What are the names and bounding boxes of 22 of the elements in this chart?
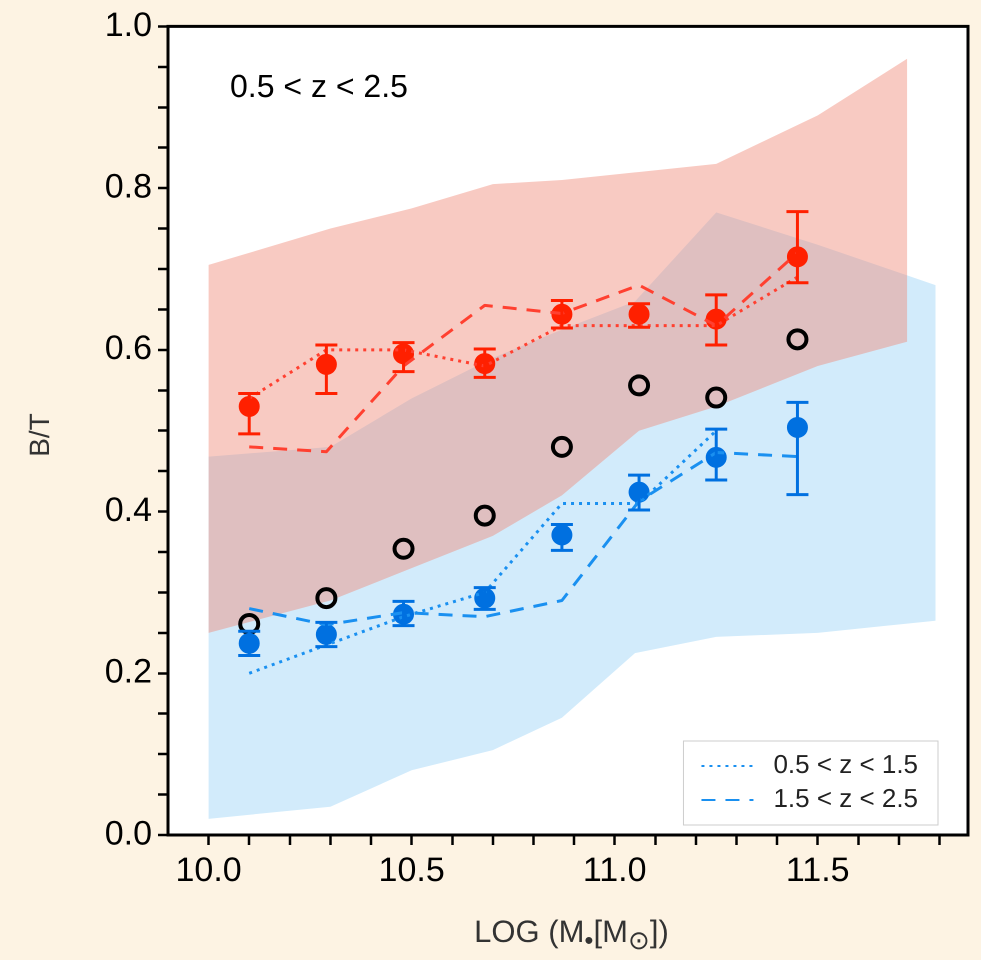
x-tick-label: 11.0 [582,850,647,889]
y-tick-label: 0.6 [104,329,152,368]
y-axis-title: B/T [24,413,56,457]
point [474,504,496,527]
legend-label: 1.5 < z < 2.5 [773,783,918,814]
x-tick-label: 11.5 [786,850,850,889]
point [392,538,415,560]
y-tick-label: 0.8 [104,167,152,206]
x-axis-title: LOG (M$_{•}$[M$_{⊙}$]) [473,914,670,956]
y-tick-label: 1.0 [104,6,152,44]
point [315,587,338,610]
y-tick-label: 0.0 [104,814,152,852]
legend-label: 0.5 < z < 1.5 [773,749,918,780]
point [550,436,573,458]
x-tick-label: 10.0 [176,850,242,889]
y-tick-label: 0.4 [104,490,152,529]
y-tick-label: 0.2 [104,652,152,691]
x-tick-label: 10.5 [378,850,445,889]
text: 0.5 < z < 2.5 [230,68,408,104]
point [628,374,650,396]
point [705,386,728,409]
point [786,328,808,350]
